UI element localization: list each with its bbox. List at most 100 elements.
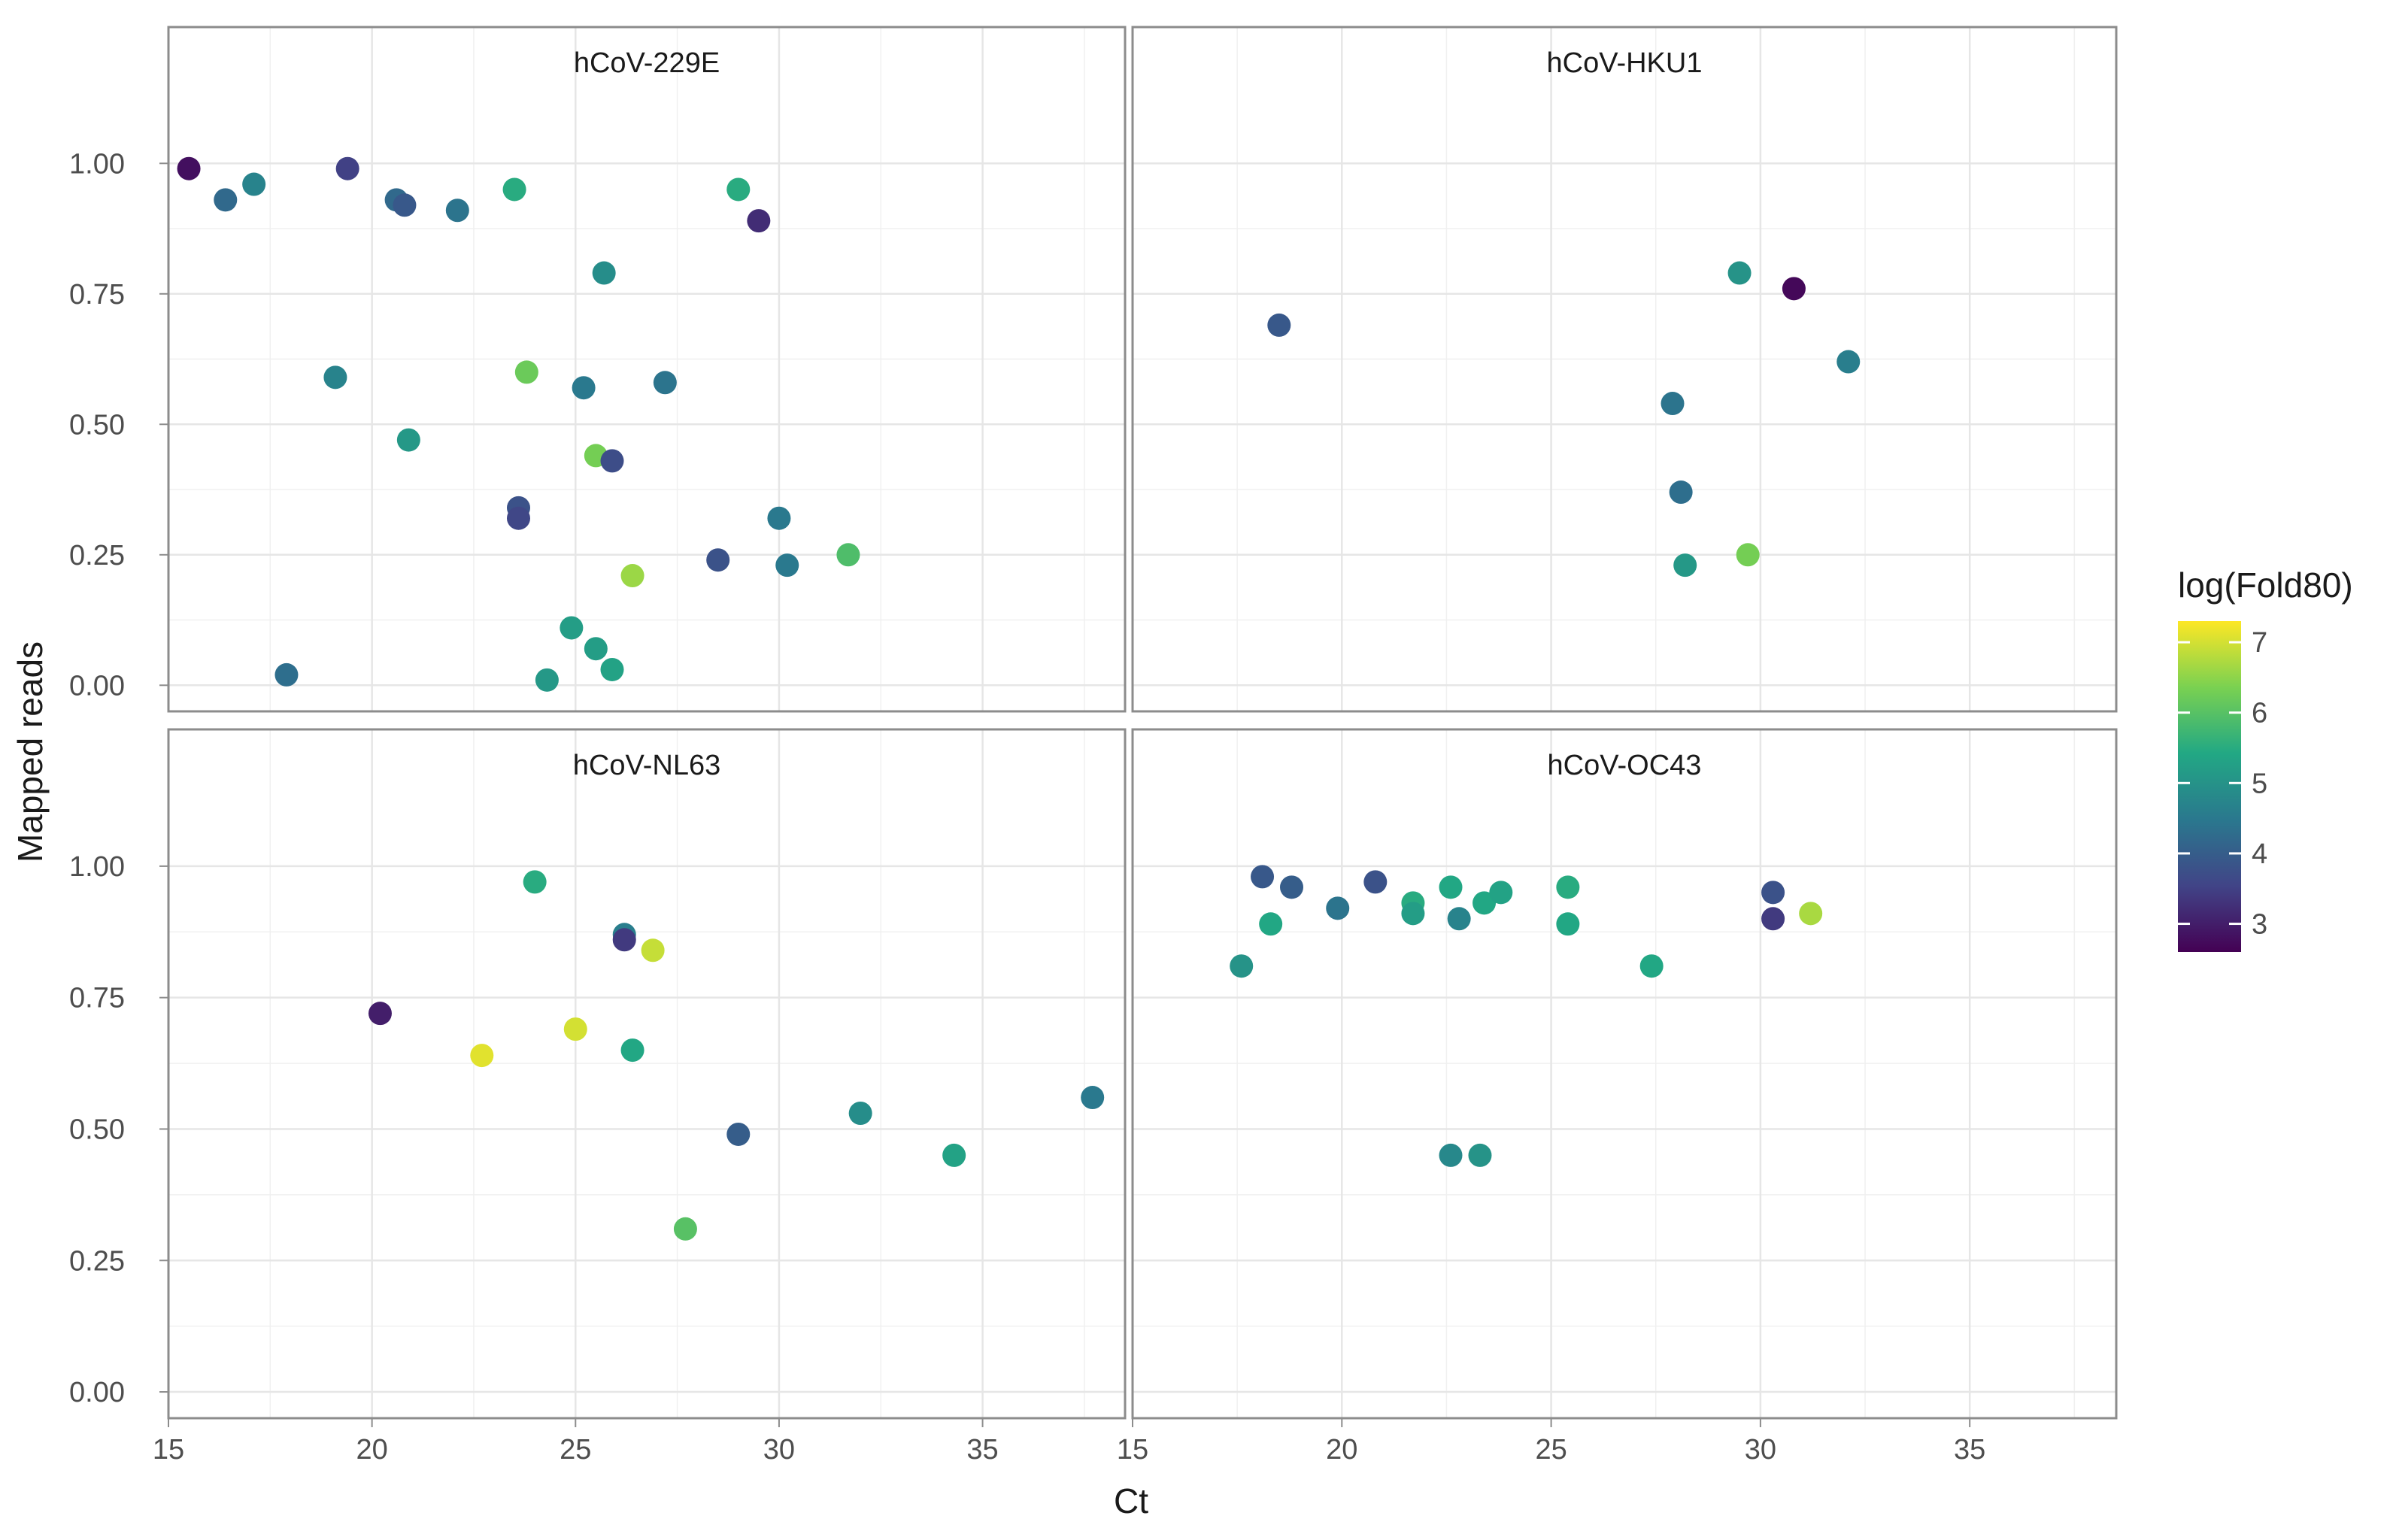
y-tick-label: 0.25 bbox=[69, 540, 125, 571]
y-tick-label: 0.50 bbox=[69, 1114, 125, 1145]
data-point bbox=[470, 1044, 494, 1068]
data-point bbox=[620, 564, 645, 588]
data-point bbox=[1836, 350, 1861, 374]
data-point bbox=[368, 1002, 392, 1026]
panel-border bbox=[1131, 26, 2118, 713]
facet-panel: hCoV-229E 0.00 0.25 0.50 0.75 1.00 bbox=[69, 26, 1127, 713]
data-point bbox=[563, 1017, 587, 1041]
legend-tick-label: 4 bbox=[2252, 838, 2267, 870]
data-point bbox=[1401, 902, 1425, 926]
data-point bbox=[726, 177, 751, 202]
data-point bbox=[514, 360, 538, 384]
y-axis-title: Mapped reads bbox=[11, 641, 50, 862]
data-point bbox=[592, 261, 616, 285]
data-point bbox=[1267, 313, 1291, 337]
y-tick-label: 0.75 bbox=[69, 279, 125, 311]
data-point bbox=[1472, 891, 1497, 915]
data-point bbox=[560, 616, 584, 640]
data-point bbox=[706, 548, 730, 572]
x-tick-label: 30 bbox=[1745, 1434, 1776, 1466]
data-point bbox=[523, 870, 547, 894]
data-point bbox=[673, 1217, 697, 1241]
x-axis-title: Ct bbox=[1114, 1481, 1148, 1520]
data-point bbox=[767, 506, 791, 530]
data-point bbox=[323, 365, 347, 390]
data-point bbox=[641, 938, 665, 962]
data-point bbox=[600, 449, 624, 473]
y-tick-label: 1.00 bbox=[69, 148, 125, 180]
data-point bbox=[535, 668, 559, 692]
data-point bbox=[612, 928, 636, 952]
facets-layer: hCoV-229E 0.00 0.25 0.50 0.75 1.00 hCoV-HKU1 hC… bbox=[69, 26, 2118, 1466]
data-point bbox=[242, 172, 266, 196]
x-tick-label: 30 bbox=[763, 1434, 795, 1466]
facet-panel: hCoV-NL63 0.00 0.25 0.50 0.75 1.00 15 20 25 30 35 bbox=[69, 728, 1127, 1466]
data-point bbox=[726, 1122, 751, 1146]
x-tick-label: 35 bbox=[1954, 1434, 1985, 1466]
data-point bbox=[396, 428, 420, 452]
y-tick-label: 0.50 bbox=[69, 409, 125, 441]
data-point bbox=[1556, 875, 1580, 899]
data-point bbox=[775, 553, 799, 578]
data-point bbox=[502, 177, 526, 202]
data-point bbox=[177, 156, 201, 180]
y-tick-label: 0.00 bbox=[69, 670, 125, 702]
data-point bbox=[393, 193, 417, 217]
x-tick-label: 15 bbox=[1117, 1434, 1148, 1466]
data-point bbox=[1673, 553, 1697, 578]
legend-tick-label: 5 bbox=[2252, 768, 2267, 799]
data-point bbox=[572, 376, 596, 400]
legend: log(Fold80) 3 4 5 6 7 bbox=[2178, 565, 2353, 952]
data-point bbox=[445, 199, 469, 223]
facet-panel: hCoV-OC43 15 20 25 30 35 bbox=[1117, 728, 2118, 1466]
panel-border bbox=[1131, 728, 2118, 1420]
legend-ticks: 3 4 5 6 7 bbox=[2178, 627, 2267, 941]
data-point bbox=[600, 657, 624, 681]
legend-tick-label: 6 bbox=[2252, 698, 2267, 729]
x-tick-label: 35 bbox=[966, 1434, 998, 1466]
y-tick-label: 0.00 bbox=[69, 1377, 125, 1408]
data-point bbox=[584, 637, 608, 661]
data-point bbox=[1447, 907, 1471, 931]
data-point bbox=[836, 543, 860, 567]
data-point bbox=[1727, 261, 1752, 285]
panel-border bbox=[167, 26, 1127, 713]
data-point bbox=[1280, 875, 1304, 899]
data-point bbox=[1639, 954, 1664, 978]
data-point bbox=[1259, 912, 1283, 936]
x-tick-label: 25 bbox=[560, 1434, 591, 1466]
data-point bbox=[1556, 912, 1580, 936]
data-point bbox=[747, 209, 771, 233]
data-point bbox=[1669, 480, 1693, 505]
legend-color-bar bbox=[2178, 621, 2241, 952]
legend-title: log(Fold80) bbox=[2178, 565, 2353, 605]
data-point bbox=[1230, 954, 1254, 978]
data-point bbox=[1799, 902, 1823, 926]
data-point bbox=[1489, 881, 1513, 905]
data-point bbox=[1782, 277, 1806, 301]
x-tick-label: 20 bbox=[1326, 1434, 1357, 1466]
x-tick-label: 25 bbox=[1535, 1434, 1567, 1466]
data-point bbox=[620, 1038, 645, 1063]
data-point bbox=[1363, 870, 1388, 894]
facet-title: hCoV-HKU1 bbox=[1547, 47, 1703, 79]
data-point bbox=[1326, 896, 1350, 920]
data-point bbox=[506, 506, 530, 530]
data-point bbox=[653, 371, 677, 395]
legend-tick-label: 7 bbox=[2252, 627, 2267, 659]
panel-border bbox=[167, 728, 1127, 1420]
data-point bbox=[942, 1143, 966, 1167]
data-point bbox=[274, 662, 299, 687]
data-point bbox=[1761, 907, 1785, 931]
data-point bbox=[1736, 543, 1760, 567]
facet-title: hCoV-OC43 bbox=[1548, 750, 1702, 781]
facet-title: hCoV-NL63 bbox=[573, 750, 720, 781]
y-tick-label: 1.00 bbox=[69, 851, 125, 883]
facet-title: hCoV-229E bbox=[574, 47, 720, 79]
data-point bbox=[1468, 1143, 1492, 1167]
data-point bbox=[1439, 875, 1463, 899]
data-point bbox=[1081, 1086, 1105, 1110]
facet-panel: hCoV-HKU1 bbox=[1131, 26, 2118, 713]
data-point bbox=[1439, 1143, 1463, 1167]
y-tick-label: 0.75 bbox=[69, 983, 125, 1014]
